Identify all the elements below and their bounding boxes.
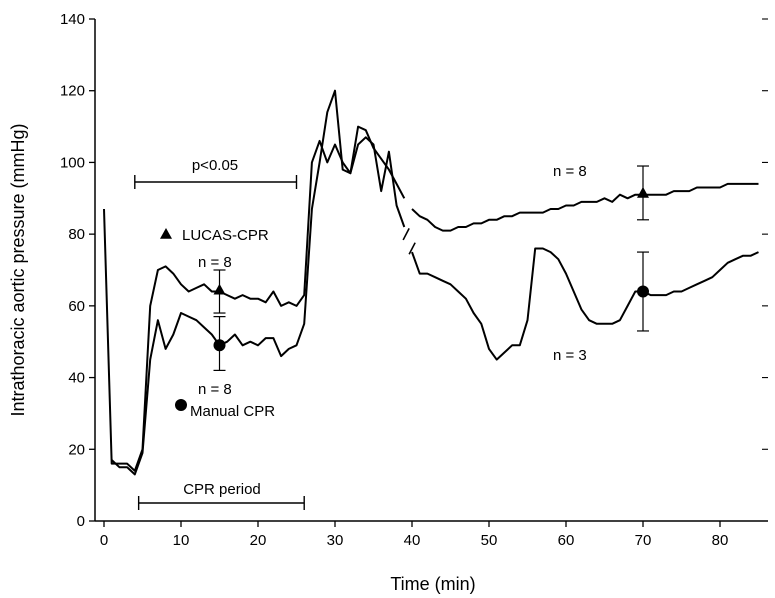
y-tick-label: 0 bbox=[77, 513, 85, 530]
y-tick-label: 100 bbox=[60, 154, 85, 171]
y-tick-label: 80 bbox=[68, 226, 85, 243]
n-manual-right: n = 3 bbox=[553, 347, 587, 364]
x-tick-label: 60 bbox=[558, 532, 575, 549]
x-tick-label: 30 bbox=[327, 532, 344, 549]
series-layer bbox=[103, 89, 759, 476]
manual-marker bbox=[637, 285, 649, 298]
n-lucas-right: n = 8 bbox=[553, 163, 587, 180]
x-tick-label: 10 bbox=[173, 532, 190, 549]
x-tick-label: 50 bbox=[481, 532, 498, 549]
y-tick-label: 120 bbox=[60, 83, 85, 100]
y-axis-title: Intrathoracic aortic pressure (mmHg) bbox=[8, 123, 28, 416]
x-tick-label: 70 bbox=[635, 532, 652, 549]
y-tick-label: 60 bbox=[68, 298, 85, 315]
cpr-period-label: CPR period bbox=[183, 481, 261, 498]
axes: 0 20 40 60 80 100 120 140 0 10 20 30 40 50 60 70 80 bbox=[60, 11, 768, 549]
series-line-lucas-cpr bbox=[103, 125, 759, 472]
y-tick-label: 140 bbox=[60, 11, 85, 28]
legend-manual-label: Manual CPR bbox=[190, 403, 275, 420]
axis-break-mark bbox=[408, 242, 416, 255]
manual-marker bbox=[213, 339, 226, 352]
legend-manual-circle-icon bbox=[175, 399, 187, 411]
x-tick-label: 80 bbox=[712, 532, 729, 549]
legend-lucas-triangle-icon bbox=[160, 228, 172, 239]
x-tick-label: 40 bbox=[404, 532, 421, 549]
legend-lucas-label: LUCAS-CPR bbox=[182, 227, 269, 244]
series-line-manual-cpr bbox=[111, 89, 759, 476]
y-tick-label: 40 bbox=[68, 370, 85, 387]
annotation-layer bbox=[134, 175, 305, 510]
x-tick-label: 0 bbox=[100, 532, 108, 549]
p-value-label: p<0.05 bbox=[192, 157, 238, 174]
lucas-marker bbox=[637, 186, 649, 198]
y-tick-label: 20 bbox=[68, 441, 85, 458]
n-lucas-left: n = 8 bbox=[198, 254, 232, 271]
n-manual-left: n = 8 bbox=[198, 381, 232, 398]
marker-layer bbox=[213, 165, 649, 371]
x-tick-label: 20 bbox=[250, 532, 267, 549]
lucas-marker bbox=[213, 283, 226, 295]
axis-break-mark bbox=[402, 227, 410, 241]
x-axis-title: Time (min) bbox=[390, 574, 475, 594]
